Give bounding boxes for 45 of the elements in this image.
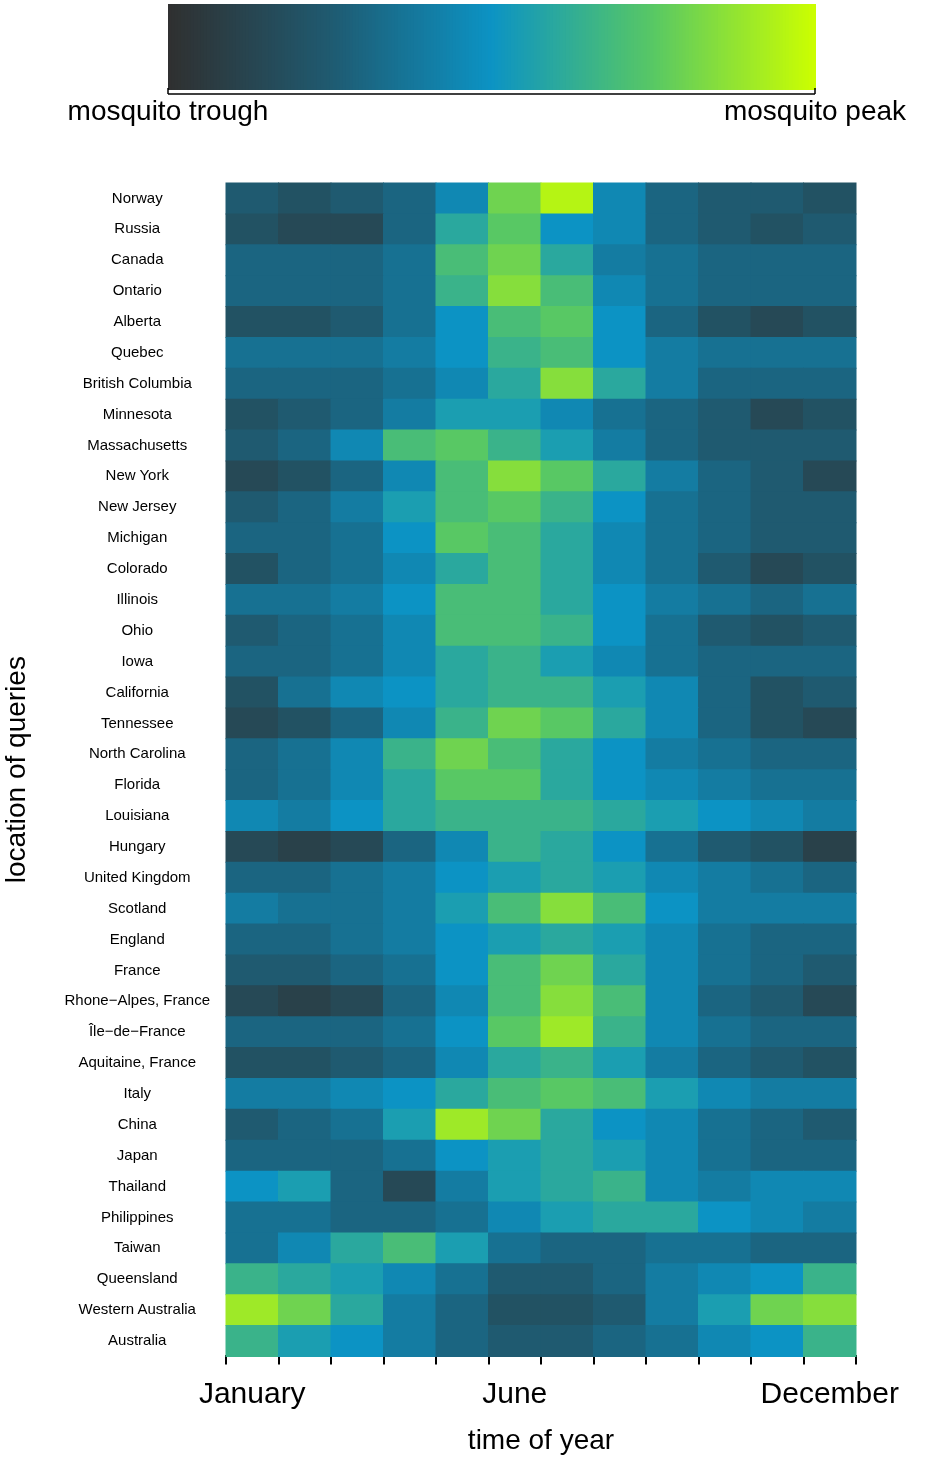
y-tick-label: Taiwan — [113, 1238, 161, 1256]
y-tick-label: England — [109, 929, 165, 947]
y-tick-label: Louisiana — [105, 806, 171, 824]
y-tick-label: Australia — [108, 1331, 168, 1349]
y-tick-label: France — [113, 960, 161, 978]
y-tick-label: Hungary — [108, 837, 167, 855]
x-tick-label: June — [482, 1375, 548, 1409]
y-tick-label: Thailand — [108, 1176, 167, 1194]
y-tick-label: North Carolina — [88, 744, 187, 762]
y-tick-label: British Columbia — [82, 373, 193, 391]
y-axis-title: location of queries — [0, 656, 31, 884]
y-tick-label: Canada — [110, 250, 165, 268]
y-tick-label: Philippines — [100, 1207, 174, 1225]
y-tick-label: New York — [105, 466, 170, 484]
y-tick-label: Japan — [116, 1145, 158, 1163]
x-tick-label: December — [760, 1375, 899, 1409]
y-tick-label: Russia — [114, 219, 161, 237]
color-bar-label: mosquito peak — [723, 94, 908, 126]
y-tick-label: Italy — [123, 1084, 152, 1102]
y-tick-label: Ohio — [121, 620, 154, 638]
y-tick-label: Michigan — [107, 528, 168, 546]
y-tick-label: Queensland — [96, 1269, 178, 1287]
y-tick-label: New Jersey — [98, 497, 177, 515]
y-tick-label: Tennessee — [100, 713, 174, 731]
y-tick-label: Quebec — [110, 342, 165, 360]
y-tick-label: Iowa — [121, 651, 154, 669]
y-tick-label: Aquitaine, France — [78, 1053, 197, 1071]
color-bar-label: mosquito trough — [67, 94, 269, 126]
y-tick-label: California — [105, 682, 170, 700]
y-tick-label: United Kingdom — [83, 867, 191, 885]
y-tick-label: Colorado — [106, 559, 168, 577]
y-tick-label: Minnesota — [102, 404, 173, 422]
y-tick-label: Western Australia — [78, 1300, 197, 1318]
y-tick-label: Norway — [111, 188, 164, 206]
y-tick-label: Rhone−Alpes, France — [64, 991, 211, 1009]
y-tick-label: China — [117, 1114, 158, 1132]
y-tick-label: Île−de−France — [87, 1022, 186, 1040]
y-tick-label: Alberta — [113, 312, 162, 330]
x-axis-title: time of year — [467, 1423, 615, 1455]
y-tick-label: Ontario — [112, 281, 162, 299]
y-tick-label: Scotland — [108, 898, 167, 916]
x-tick-label: January — [198, 1375, 306, 1409]
y-tick-label: Florida — [114, 775, 161, 793]
y-tick-label: Illinois — [116, 590, 159, 608]
y-tick-label: Massachusetts — [87, 435, 188, 453]
